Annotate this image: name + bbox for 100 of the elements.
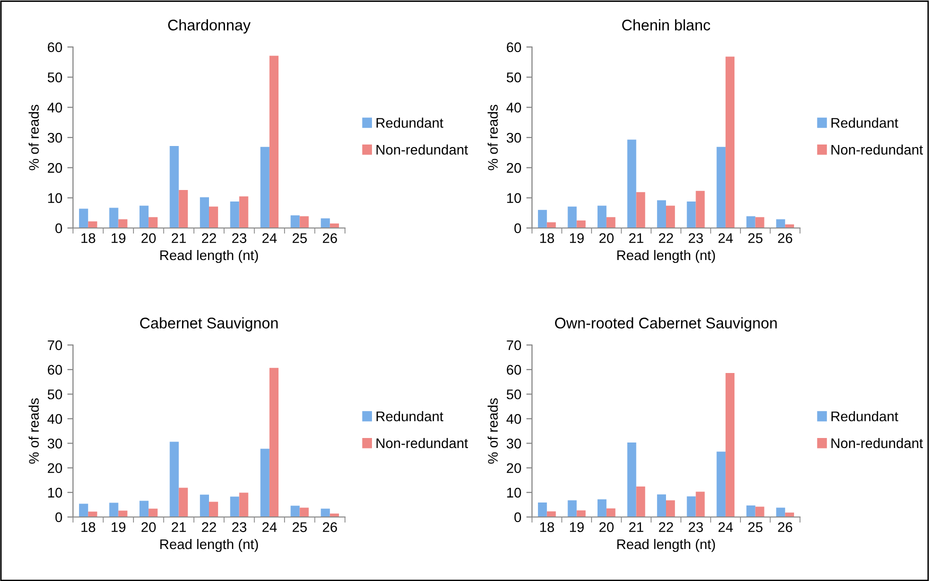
x-tick-label: 18 <box>540 233 554 244</box>
bar <box>568 206 577 228</box>
y-axis-title: % of reads <box>488 104 498 170</box>
y-tick-label: 0 <box>55 512 62 522</box>
legend-label: Redundant <box>376 118 444 128</box>
bar <box>746 216 756 228</box>
bar <box>785 512 794 517</box>
x-tick-label: 20 <box>142 233 156 244</box>
bar <box>300 216 309 228</box>
bar <box>170 442 179 517</box>
bar <box>230 201 240 228</box>
bar <box>776 508 786 517</box>
x-tick-label: 24 <box>262 233 277 243</box>
bar <box>716 146 726 228</box>
bar <box>300 508 309 517</box>
x-tick-label: 26 <box>778 522 792 532</box>
y-tick-label: 70 <box>48 340 62 350</box>
x-tick-label: 20 <box>599 522 614 532</box>
x-tick-label: 24 <box>262 522 277 532</box>
x-axis-title: Read length (nt) <box>617 538 715 552</box>
bar <box>79 504 88 517</box>
bar <box>636 192 646 228</box>
x-tick-label: 25 <box>292 522 307 532</box>
bar <box>606 217 616 228</box>
y-tick-label: 10 <box>48 193 62 204</box>
chart-title: Cabernet Sauvignon <box>140 317 278 332</box>
bar <box>606 508 616 517</box>
bar <box>726 373 734 517</box>
bar <box>269 56 279 228</box>
bar <box>178 190 188 228</box>
bar <box>576 510 586 517</box>
x-tick-label: 24 <box>718 233 733 243</box>
x-tick-label: 26 <box>778 233 792 244</box>
bar <box>686 496 696 517</box>
bar <box>755 217 764 228</box>
bar <box>568 500 577 517</box>
bar <box>657 200 666 228</box>
bar <box>209 502 218 517</box>
y-tick-label: 10 <box>507 488 522 498</box>
x-tick-label: 22 <box>658 522 674 532</box>
y-tick-label: 30 <box>48 132 62 143</box>
bar <box>538 502 547 517</box>
y-tick-label: 50 <box>48 389 62 400</box>
bar <box>239 492 248 517</box>
bar <box>139 206 149 228</box>
x-tick-label: 23 <box>232 522 246 532</box>
legend-label: Redundant <box>832 118 898 128</box>
x-axis-title: Read length (nt) <box>617 250 715 263</box>
y-tick-label: 30 <box>506 132 522 143</box>
bar <box>666 500 675 517</box>
bar <box>148 217 158 228</box>
y-tick-label: 60 <box>48 42 62 52</box>
x-tick-label: 19 <box>570 233 584 244</box>
bar <box>686 201 696 228</box>
x-tick-label: 21 <box>172 522 186 532</box>
y-tick-label: 0 <box>514 223 522 234</box>
bar <box>666 206 675 228</box>
x-tick-label: 24 <box>718 522 733 532</box>
x-tick-label: 21 <box>629 233 644 243</box>
y-tick-label: 60 <box>506 364 522 375</box>
bar <box>79 208 88 228</box>
x-tick-label: 21 <box>172 233 186 243</box>
bar <box>260 146 270 228</box>
bar <box>230 496 240 517</box>
x-tick-label: 19 <box>112 233 126 244</box>
bar <box>636 486 646 517</box>
x-tick-label: 20 <box>599 233 614 244</box>
chart-title: Chenin blanc <box>622 19 710 30</box>
y-tick-label: 10 <box>48 488 62 498</box>
x-tick-label: 25 <box>748 522 762 532</box>
x-tick-label: 26 <box>322 522 338 532</box>
y-tick-label: 50 <box>48 72 62 82</box>
bar <box>696 492 705 517</box>
x-axis-title: Read length (nt) <box>160 250 258 263</box>
bar <box>109 208 118 228</box>
y-tick-label: 20 <box>506 463 522 474</box>
x-tick-label: 23 <box>688 522 703 532</box>
bar <box>627 442 636 517</box>
y-tick-label: 40 <box>47 414 62 424</box>
y-tick-label: 0 <box>514 512 522 522</box>
bar <box>320 508 330 517</box>
y-tick-label: 40 <box>506 102 522 113</box>
y-axis-title: % of reads <box>28 104 39 170</box>
y-tick-label: 20 <box>506 163 522 173</box>
bar <box>755 506 764 517</box>
bar <box>598 499 606 517</box>
x-tick-label: 22 <box>202 233 216 243</box>
bar <box>118 510 128 517</box>
bar <box>88 221 98 228</box>
bar <box>118 219 128 228</box>
bar <box>627 140 636 228</box>
x-tick-label: 20 <box>142 522 156 532</box>
bar <box>598 206 606 228</box>
bar <box>260 448 270 517</box>
x-tick-label: 22 <box>202 522 216 532</box>
bar <box>576 220 586 228</box>
bar <box>209 206 218 228</box>
x-tick-label: 25 <box>748 233 762 244</box>
bar <box>239 196 248 228</box>
y-tick-label: 70 <box>506 340 522 350</box>
